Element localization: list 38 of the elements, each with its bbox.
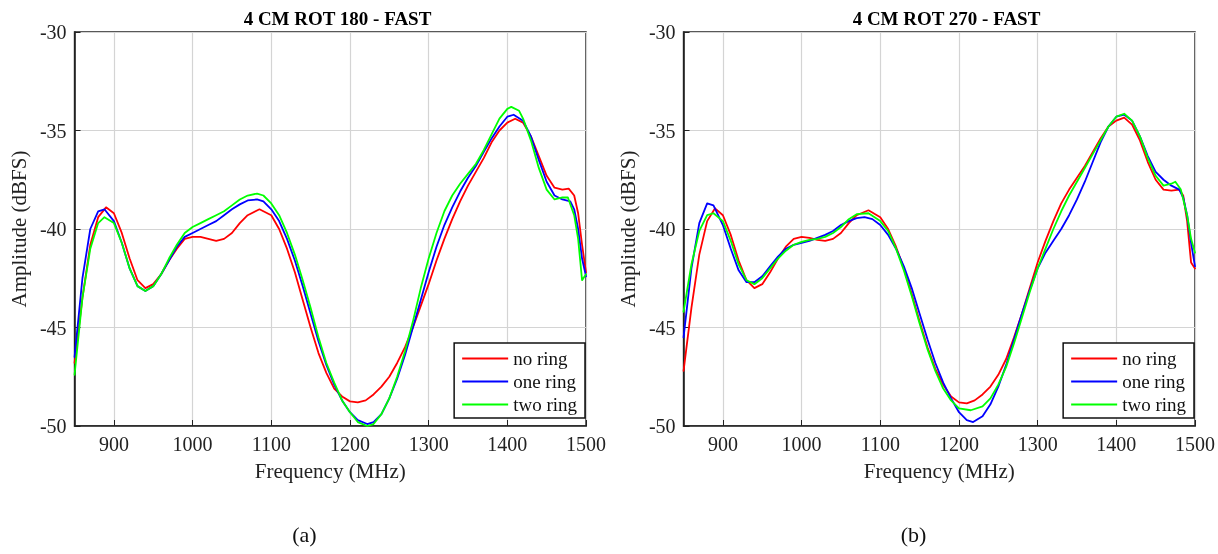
legend-label: no ring bbox=[1122, 348, 1177, 369]
legend-label: one ring bbox=[1122, 371, 1186, 392]
x-tick-label: 1200 bbox=[938, 433, 979, 455]
x-tick-label: 1100 bbox=[251, 433, 291, 455]
y-tick-label: -40 bbox=[39, 218, 67, 240]
x-axis-title: Frequency (MHz) bbox=[254, 458, 406, 483]
x-axis-title: Frequency (MHz) bbox=[863, 458, 1015, 483]
x-tick-label: 1200 bbox=[329, 433, 370, 455]
legend-label: no ring bbox=[513, 348, 568, 369]
y-tick-label: -30 bbox=[648, 21, 676, 43]
x-tick-label: 1100 bbox=[860, 433, 900, 455]
y-tick-label: -40 bbox=[648, 218, 676, 240]
x-tick-label: 900 bbox=[98, 433, 129, 455]
y-axis-title: Amplitude (dBFS) bbox=[615, 150, 640, 308]
x-tick-label: 1000 bbox=[781, 433, 822, 455]
text: (a) bbox=[291, 522, 318, 548]
legend-label: one ring bbox=[513, 371, 577, 392]
y-axis-title: Amplitude (dBFS) bbox=[6, 150, 31, 308]
x-tick-label: 900 bbox=[707, 433, 738, 455]
y-tick-label: -35 bbox=[648, 119, 676, 142]
legend-label: two ring bbox=[1122, 394, 1187, 415]
x-tick-label: 1300 bbox=[1017, 433, 1058, 455]
chart-title: 4 CM ROT 270 - FAST bbox=[852, 8, 1041, 29]
y-tick-label: -45 bbox=[648, 316, 676, 339]
x-tick-label: 1400 bbox=[1096, 433, 1137, 455]
legend-label: two ring bbox=[513, 394, 578, 415]
text: (b) bbox=[899, 522, 928, 548]
y-tick-label: -30 bbox=[39, 21, 67, 43]
y-tick-label: -50 bbox=[39, 415, 67, 437]
y-tick-label: -35 bbox=[39, 119, 67, 142]
chart-title: 4 CM ROT 180 - FAST bbox=[243, 8, 432, 29]
x-tick-label: 1500 bbox=[1175, 433, 1215, 455]
y-tick-label: -50 bbox=[648, 415, 676, 437]
x-tick-label: 1000 bbox=[172, 433, 213, 455]
x-tick-label: 1500 bbox=[566, 433, 606, 455]
x-tick-label: 1400 bbox=[487, 433, 528, 455]
y-tick-label: -45 bbox=[39, 316, 67, 339]
x-tick-label: 1300 bbox=[408, 433, 449, 455]
